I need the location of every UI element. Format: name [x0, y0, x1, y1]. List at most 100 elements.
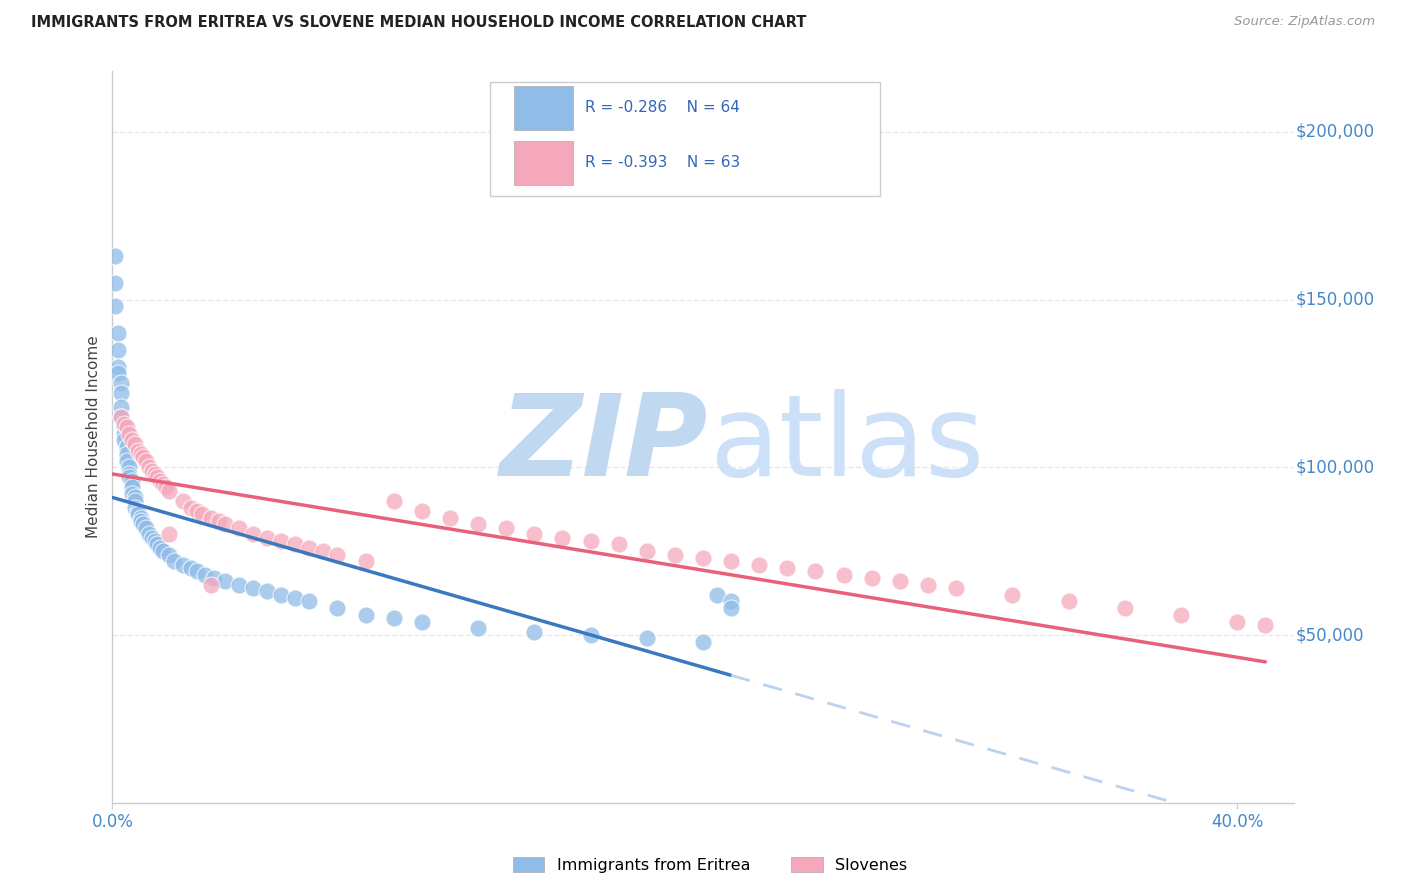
Point — [115, 453, 138, 467]
Point — [270, 534, 292, 549]
Point — [748, 558, 770, 572]
Text: R = -0.286    N = 64: R = -0.286 N = 64 — [585, 101, 740, 115]
Point — [270, 588, 292, 602]
Text: Source: ZipAtlas.com: Source: ZipAtlas.com — [1234, 15, 1375, 29]
Point — [104, 276, 127, 290]
Point — [112, 420, 135, 434]
Point — [860, 571, 883, 585]
Point — [354, 554, 377, 568]
Point — [326, 548, 349, 562]
Point — [127, 443, 149, 458]
Point — [107, 326, 129, 340]
Point — [191, 508, 214, 522]
Point — [312, 544, 335, 558]
Point — [636, 632, 658, 646]
Point — [121, 487, 143, 501]
Point — [118, 460, 141, 475]
Point — [1114, 601, 1136, 615]
Point — [110, 376, 132, 391]
Text: $200,000: $200,000 — [1296, 123, 1375, 141]
Point — [152, 544, 174, 558]
Text: $100,000: $100,000 — [1296, 458, 1375, 476]
Y-axis label: Median Household Income: Median Household Income — [86, 335, 101, 539]
Point — [107, 367, 129, 381]
Point — [124, 491, 146, 505]
Point — [127, 504, 149, 518]
Point — [186, 564, 208, 578]
Point — [135, 453, 157, 467]
Point — [706, 588, 728, 602]
Point — [945, 581, 967, 595]
Point — [141, 531, 163, 545]
Point — [579, 628, 602, 642]
Point — [1170, 607, 1192, 622]
Point — [228, 521, 250, 535]
Point — [112, 417, 135, 431]
Point — [121, 474, 143, 488]
Point — [110, 409, 132, 424]
Point — [202, 571, 225, 585]
Point — [579, 534, 602, 549]
Point — [155, 480, 177, 494]
Point — [112, 434, 135, 448]
Point — [917, 578, 939, 592]
Point — [523, 624, 546, 639]
Point — [1001, 588, 1024, 602]
Point — [551, 531, 574, 545]
Point — [208, 514, 231, 528]
FancyBboxPatch shape — [515, 86, 574, 130]
Point — [132, 517, 155, 532]
Point — [110, 386, 132, 401]
Point — [107, 359, 129, 374]
Point — [112, 426, 135, 441]
Point — [298, 594, 321, 608]
Point — [664, 548, 686, 562]
Point — [129, 514, 152, 528]
Point — [118, 470, 141, 484]
Point — [200, 510, 222, 524]
Point — [720, 601, 742, 615]
Point — [132, 450, 155, 465]
Point — [172, 493, 194, 508]
Point — [157, 483, 180, 498]
Text: IMMIGRANTS FROM ERITREA VS SLOVENE MEDIAN HOUSEHOLD INCOME CORRELATION CHART: IMMIGRANTS FROM ERITREA VS SLOVENE MEDIA… — [31, 15, 806, 30]
Point — [242, 581, 264, 595]
Point — [439, 510, 461, 524]
Point — [228, 578, 250, 592]
Point — [186, 504, 208, 518]
Point — [1254, 618, 1277, 632]
Point — [115, 420, 138, 434]
Point — [720, 554, 742, 568]
Point — [110, 400, 132, 414]
Point — [411, 504, 433, 518]
Point — [467, 517, 489, 532]
Point — [411, 615, 433, 629]
Legend: Immigrants from Eritrea, Slovenes: Immigrants from Eritrea, Slovenes — [506, 851, 914, 880]
Point — [152, 477, 174, 491]
Point — [110, 409, 132, 424]
Point — [523, 527, 546, 541]
Point — [143, 534, 166, 549]
Point — [467, 621, 489, 635]
Point — [214, 517, 236, 532]
Point — [214, 574, 236, 589]
Point — [326, 601, 349, 615]
Point — [143, 467, 166, 481]
Point — [104, 249, 127, 263]
Text: $50,000: $50,000 — [1296, 626, 1364, 644]
Point — [157, 527, 180, 541]
Point — [118, 426, 141, 441]
Point — [129, 447, 152, 461]
Point — [832, 567, 855, 582]
Point — [138, 460, 160, 475]
Point — [129, 510, 152, 524]
Point — [180, 500, 202, 515]
Point — [1226, 615, 1249, 629]
Point — [382, 611, 405, 625]
Point — [284, 537, 307, 551]
Point — [149, 474, 172, 488]
Point — [194, 567, 217, 582]
Point — [776, 561, 799, 575]
Point — [135, 521, 157, 535]
Point — [607, 537, 630, 551]
